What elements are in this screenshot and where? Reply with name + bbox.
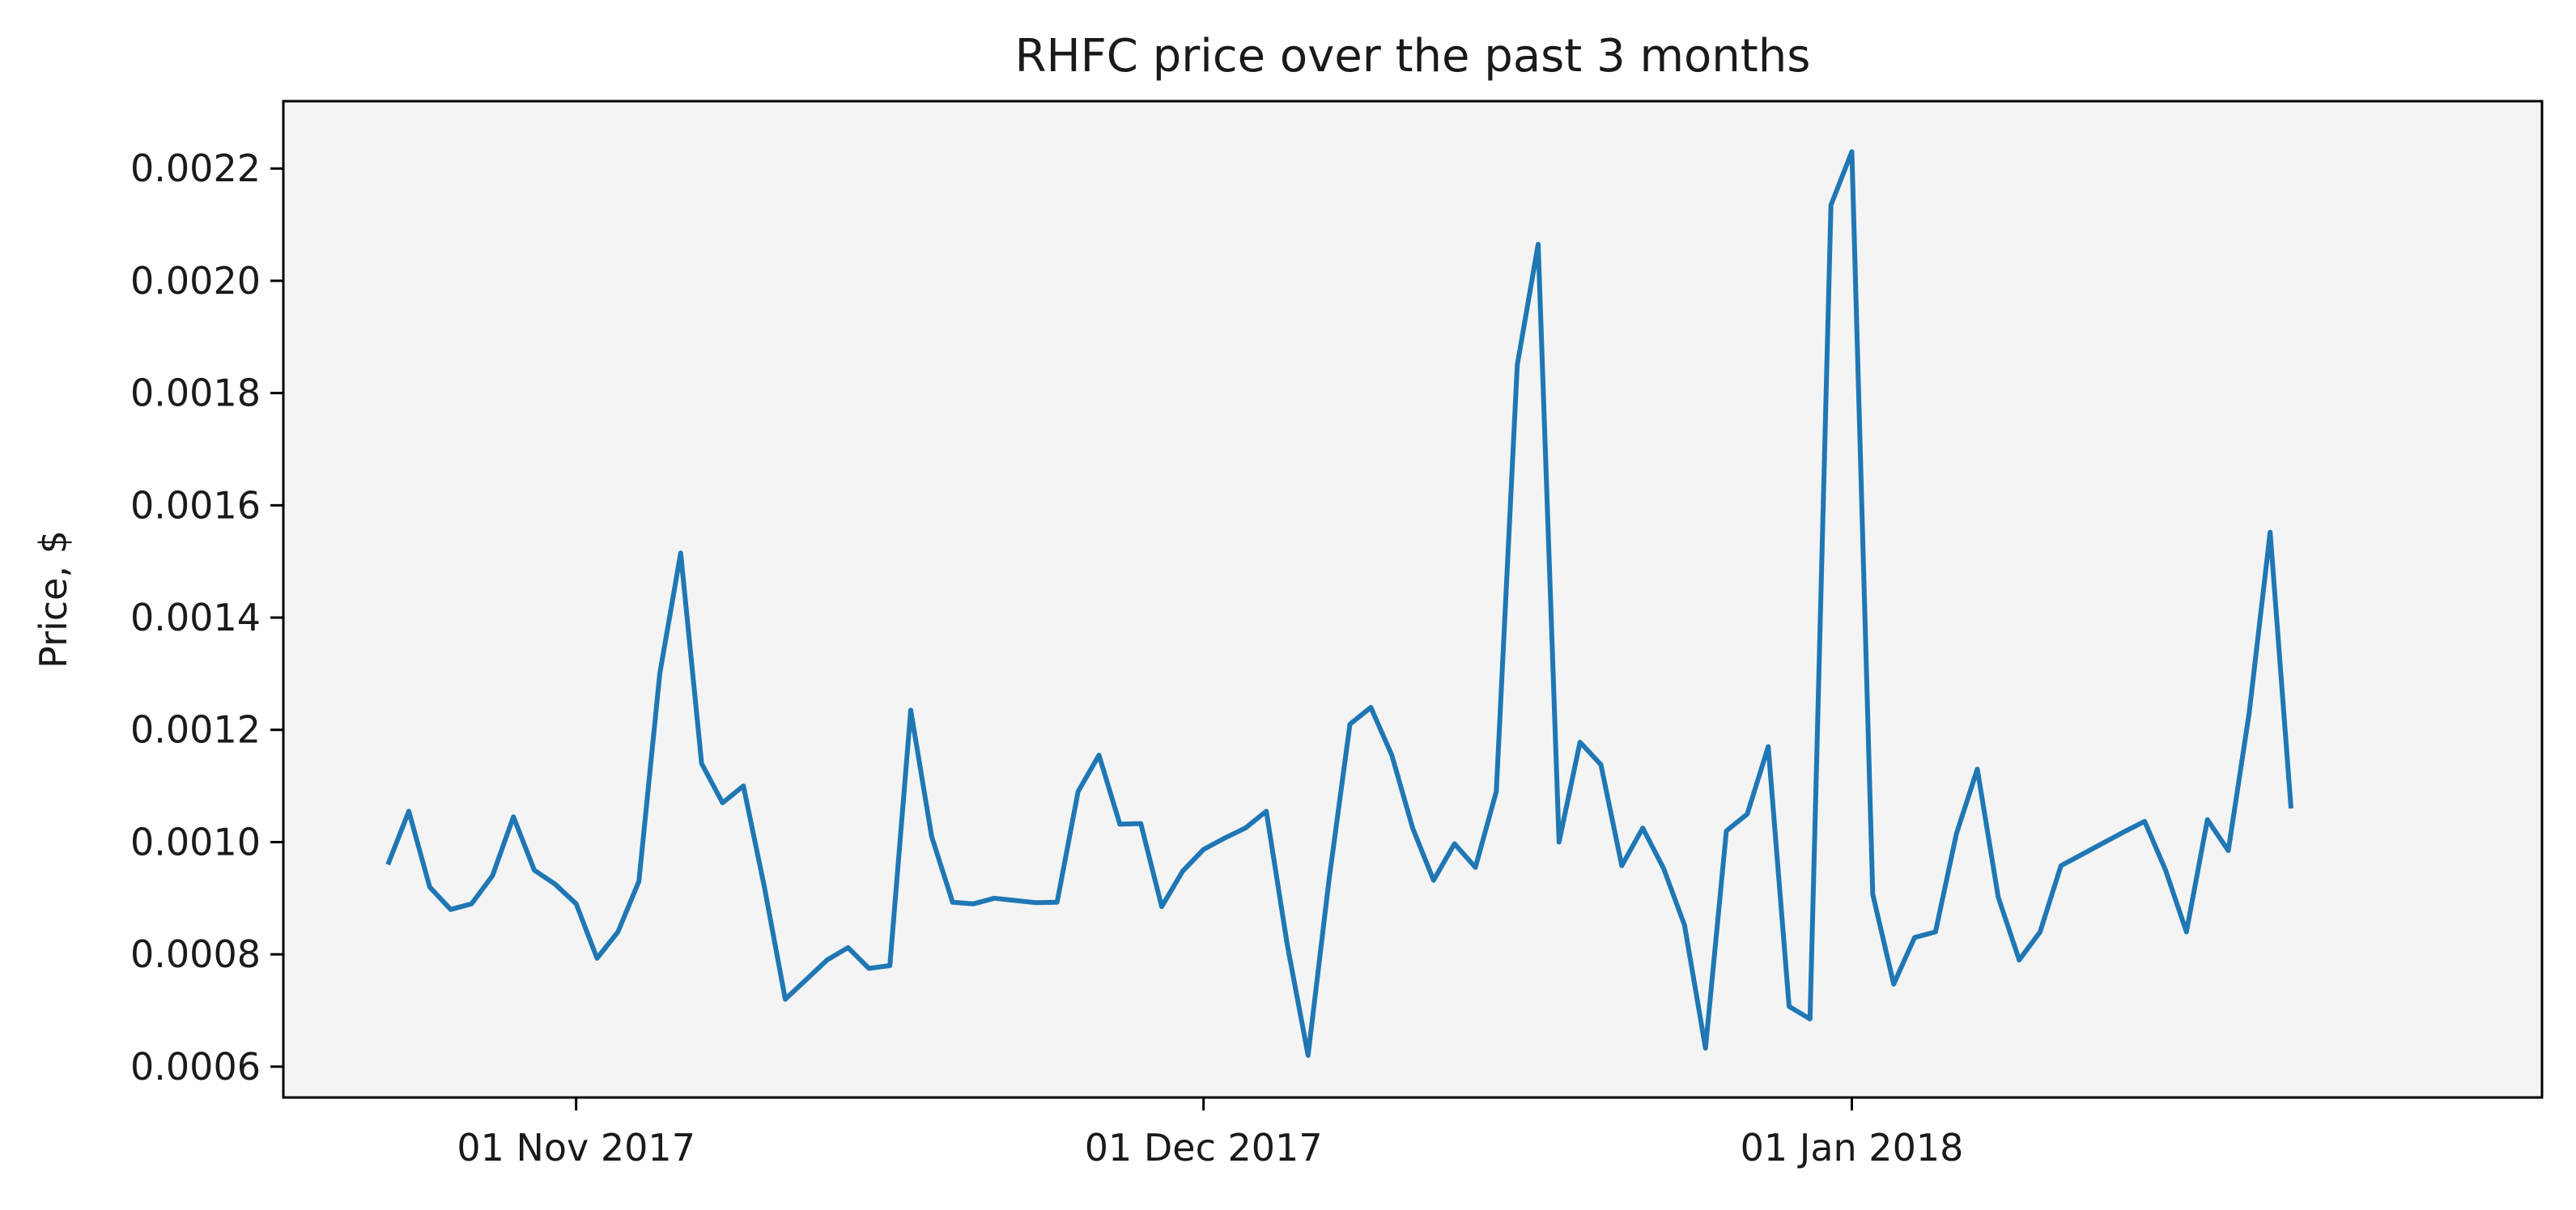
y-tick-label: 0.0006 [130, 1045, 261, 1089]
x-axis-ticks: 01 Nov 2017 01 Dec 2017 01 Jan 2018 [457, 1097, 1963, 1170]
plot-frame [282, 100, 2544, 1099]
y-tick-label: 0.0008 [130, 932, 261, 976]
chart-title: RHFC price over the past 3 months [1015, 30, 1811, 83]
y-tick-label: 0.0020 [130, 259, 261, 303]
y-tick-label: 0.0014 [130, 596, 261, 639]
x-tick-label: 01 Nov 2017 [457, 1126, 695, 1170]
plot-background [283, 101, 2542, 1097]
y-axis-ticks: 0.0006 0.0008 0.0010 0.0012 0.0014 0.0016 0.00… [130, 146, 283, 1089]
y-tick-label: 0.0010 [130, 820, 261, 864]
price-series-line [385, 149, 2293, 1058]
y-axis-label: Price, $ [32, 530, 75, 669]
y-tick-label: 0.0018 [130, 371, 261, 415]
x-tick-label: 01 Jan 2018 [1741, 1126, 1964, 1170]
y-tick-label: 0.0016 [130, 483, 261, 527]
x-tick-label: 01 Dec 2017 [1085, 1126, 1323, 1170]
y-tick-label: 0.0022 [130, 146, 261, 190]
y-tick-label: 0.0012 [130, 708, 261, 752]
